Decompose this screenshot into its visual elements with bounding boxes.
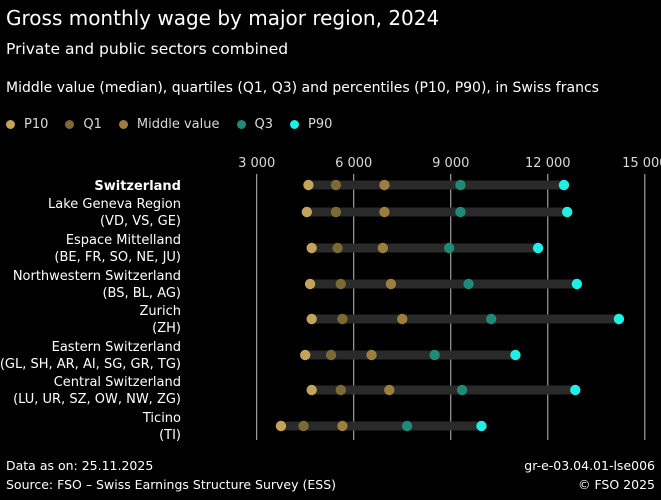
legend-label-p90: P90 (308, 117, 333, 132)
dot-northwestern-switzerland-p10 (304, 278, 316, 290)
dot-espace-mittelland-p10 (306, 242, 317, 254)
legend-item-p10[interactable]: P10 (6, 117, 48, 132)
chart-code: gr-e-03.04.01-lse006 (524, 458, 655, 473)
dot-espace-mittelland-p90 (532, 242, 544, 254)
dot-eastern-switzerland-q1 (325, 349, 337, 361)
dot-espace-mittelland-middle-value (377, 242, 389, 254)
x-tick-label-6000: 6 000 (335, 156, 372, 171)
legend-label-q1: Q1 (83, 117, 102, 132)
chart-description: Middle value (median), quartiles (Q1, Q3… (6, 80, 599, 96)
dot-ticino-middle-value (337, 420, 348, 432)
legend-label-median: Middle value (136, 117, 220, 132)
legend-label-p10: P10 (24, 117, 49, 132)
dot-switzerland-middle-value (379, 179, 390, 191)
category-sublabel-northwestern-switzerland: (BS, BL, AG) (102, 286, 181, 301)
category-label-ticino: Ticino (142, 411, 181, 426)
dot-zurich-middle-value (397, 313, 408, 325)
dot-central-switzerland-q1 (335, 384, 346, 396)
legend-dot-q3 (236, 120, 246, 129)
data-date: Data as on: 25.11.2025 (6, 458, 154, 473)
copyright: © FSO 2025 (577, 477, 655, 492)
dot-zurich-p10 (306, 313, 317, 325)
dot-central-switzerland-p10 (306, 384, 317, 396)
dot-eastern-switzerland-p90 (510, 349, 521, 361)
dot-ticino-p10 (275, 420, 287, 432)
dot-zurich-q1 (337, 313, 348, 325)
category-label-zurich: Zurich (140, 304, 182, 319)
legend-dot-p90 (290, 120, 300, 129)
dot-central-switzerland-q3 (456, 384, 468, 396)
legend-dot-median (118, 120, 128, 129)
x-tick-label-9000: 9 000 (432, 156, 469, 171)
legend-item-median[interactable]: Middle value (118, 117, 220, 132)
category-sublabel-zurich: (ZH) (152, 321, 181, 336)
dot-lake-geneva-region-q1 (330, 206, 342, 218)
dot-northwestern-switzerland-q1 (335, 278, 346, 290)
dot-ticino-q1 (298, 420, 309, 432)
category-sublabel-lake-geneva-region: (VD, VS, GE) (100, 214, 181, 229)
x-tick-label-3000: 3 000 (238, 156, 275, 171)
dot-switzerland-p90 (558, 179, 570, 191)
category-sublabel-eastern-switzerland: (GL, SH, AR, AI, SG, GR, TG) (0, 357, 181, 372)
dot-lake-geneva-region-p90 (562, 206, 573, 218)
dot-zurich-p90 (613, 313, 625, 325)
x-tick-label-12000: 12 000 (525, 156, 571, 171)
dot-eastern-switzerland-q3 (429, 349, 440, 361)
dot-central-switzerland-middle-value (384, 384, 395, 396)
dot-espace-mittelland-q1 (332, 242, 343, 254)
legend-item-q1[interactable]: Q1 (65, 117, 102, 132)
dot-switzerland-q3 (455, 179, 466, 191)
category-label-switzerland: Switzerland (94, 179, 181, 194)
legend-dot-q1 (65, 120, 75, 129)
category-sublabel-ticino: (TI) (159, 428, 181, 443)
legend-item-p90[interactable]: P90 (290, 117, 332, 132)
dot-espace-mittelland-q3 (443, 242, 455, 254)
legend-item-q3[interactable]: Q3 (236, 117, 274, 132)
dot-eastern-switzerland-middle-value (366, 349, 377, 361)
legend-dot-p10 (6, 120, 15, 129)
dot-lake-geneva-region-p10 (301, 206, 313, 218)
category-label-espace-mittelland: Espace Mittelland (66, 233, 181, 248)
legend: P10 Q1 Middle value Q3 P90 (6, 117, 349, 132)
category-label-northwestern-switzerland: Northwestern Switzerland (13, 269, 181, 284)
category-sublabel-central-switzerland: (LU, UR, SZ, OW, NW, ZG) (13, 392, 181, 407)
category-label-central-switzerland: Central Switzerland (54, 375, 181, 390)
chart-title: Gross monthly wage by major region, 2024 (6, 6, 440, 30)
dot-switzerland-p10 (303, 179, 314, 191)
dot-lake-geneva-region-q3 (455, 206, 466, 218)
dot-northwestern-switzerland-middle-value (385, 278, 397, 290)
dot-zurich-q3 (485, 313, 497, 325)
x-tick-label-15000: 15 000 (622, 156, 661, 171)
legend-label-q3: Q3 (254, 117, 274, 132)
dot-ticino-q3 (401, 420, 413, 432)
category-sublabel-espace-mittelland: (BE, FR, SO, NE, JU) (54, 250, 181, 265)
category-label-lake-geneva-region: Lake Geneva Region (48, 197, 181, 212)
dot-northwestern-switzerland-p90 (571, 278, 583, 290)
dot-eastern-switzerland-p10 (300, 349, 311, 361)
chart-subtitle: Private and public sectors combined (6, 40, 289, 58)
dot-switzerland-q1 (330, 179, 342, 191)
dot-lake-geneva-region-middle-value (379, 206, 390, 218)
dot-northwestern-switzerland-q3 (463, 278, 474, 290)
dot-ticino-p90 (476, 420, 487, 432)
dot-central-switzerland-p90 (570, 384, 581, 396)
category-label-eastern-switzerland: Eastern Switzerland (52, 340, 181, 355)
source-note: Source: FSO – Swiss Earnings Structure S… (6, 477, 336, 492)
